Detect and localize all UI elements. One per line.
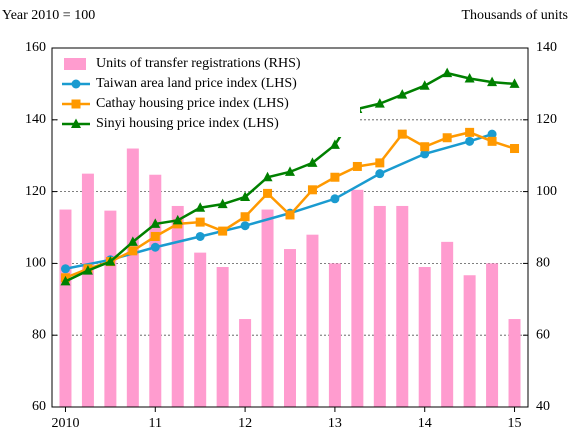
- marker: [172, 214, 183, 225]
- marker: [150, 242, 160, 252]
- marker: [510, 144, 520, 154]
- marker: [330, 172, 340, 182]
- bar: [59, 209, 72, 407]
- y2-tick-label: 40: [536, 399, 550, 414]
- marker: [375, 169, 385, 179]
- marker: [105, 256, 116, 266]
- marker: [127, 236, 138, 246]
- marker: [195, 217, 205, 227]
- marker: [397, 89, 408, 99]
- marker: [240, 221, 250, 231]
- marker: [285, 166, 295, 176]
- bar: [216, 266, 229, 407]
- legend-swatch: [64, 58, 86, 70]
- legend-label: Sinyi housing price index (LHS): [96, 116, 279, 131]
- y-tick-label: 60: [32, 399, 46, 414]
- bar: [104, 210, 117, 407]
- bar: [396, 205, 409, 407]
- x-tick-label: 15: [508, 416, 522, 431]
- legend: Units of transfer registrations (RHS) Tai…: [60, 51, 360, 137]
- marker: [71, 79, 81, 89]
- bar: [194, 252, 207, 407]
- marker: [442, 67, 453, 78]
- marker: [195, 202, 206, 212]
- marker: [420, 149, 430, 159]
- marker: [330, 194, 340, 204]
- bar: [261, 209, 274, 407]
- marker: [487, 76, 498, 87]
- bar: [351, 189, 364, 407]
- marker: [150, 231, 160, 241]
- marker: [128, 246, 138, 256]
- marker: [465, 136, 475, 146]
- marker: [262, 171, 273, 182]
- marker: [263, 188, 273, 198]
- marker: [82, 265, 93, 275]
- bar: [149, 174, 162, 407]
- bar: [418, 266, 431, 407]
- marker: [329, 139, 340, 149]
- y-tick-label: 120: [25, 184, 46, 199]
- bar: [508, 319, 521, 407]
- x-tick-label: 11: [149, 416, 162, 431]
- bar: [373, 205, 386, 407]
- bar: [486, 263, 499, 407]
- marker: [60, 275, 71, 286]
- marker: [375, 158, 385, 168]
- y-tick-label: 80: [32, 327, 46, 342]
- x-tick-label: 13: [328, 416, 342, 431]
- marker: [60, 264, 70, 274]
- legend-box: [60, 51, 360, 137]
- marker: [150, 218, 161, 228]
- marker: [71, 118, 81, 128]
- y2-axis-label: Thousands of units: [461, 8, 568, 23]
- bar: [328, 263, 341, 407]
- marker: [442, 133, 452, 143]
- marker: [307, 157, 318, 167]
- legend-label: Taiwan area land price index (LHS): [96, 76, 297, 91]
- bar: [81, 173, 94, 407]
- marker: [195, 231, 205, 241]
- x-tick-label: 14: [418, 416, 432, 431]
- y2-tick-label: 140: [536, 40, 557, 55]
- marker: [420, 142, 430, 152]
- marker: [487, 136, 497, 146]
- plot-frame: [51, 47, 529, 408]
- marker: [217, 198, 228, 209]
- marker: [307, 185, 317, 195]
- bar: [306, 234, 319, 407]
- bar: [441, 241, 454, 407]
- marker: [240, 191, 251, 201]
- legend-label: Cathay housing price index (LHS): [96, 96, 289, 111]
- marker: [465, 127, 475, 137]
- marker: [374, 98, 385, 108]
- marker: [464, 73, 475, 83]
- legend-label: Units of transfer registrations (RHS): [96, 56, 301, 71]
- marker: [352, 161, 362, 171]
- y2-tick-label: 120: [536, 112, 557, 127]
- marker: [240, 212, 250, 222]
- y-tick-label: 160: [25, 40, 46, 55]
- marker: [397, 129, 407, 139]
- marker: [218, 226, 228, 236]
- y2-tick-label: 80: [536, 256, 550, 271]
- marker: [487, 129, 497, 139]
- x-tick-label: 2010: [51, 416, 79, 431]
- y-axis-label: Year 2010 = 100: [2, 8, 95, 23]
- y2-tick-label: 60: [536, 327, 550, 342]
- y2-tick-label: 100: [536, 184, 557, 199]
- bar: [126, 148, 139, 407]
- bar: [171, 205, 184, 407]
- marker: [509, 78, 520, 88]
- bar: [463, 275, 476, 407]
- marker: [285, 210, 295, 220]
- y-tick-label: 140: [25, 112, 46, 127]
- marker: [71, 99, 81, 109]
- bar: [284, 249, 296, 407]
- x-tick-label: 12: [238, 416, 252, 431]
- bar: [239, 319, 252, 407]
- marker: [419, 80, 430, 90]
- y-tick-label: 100: [25, 256, 46, 271]
